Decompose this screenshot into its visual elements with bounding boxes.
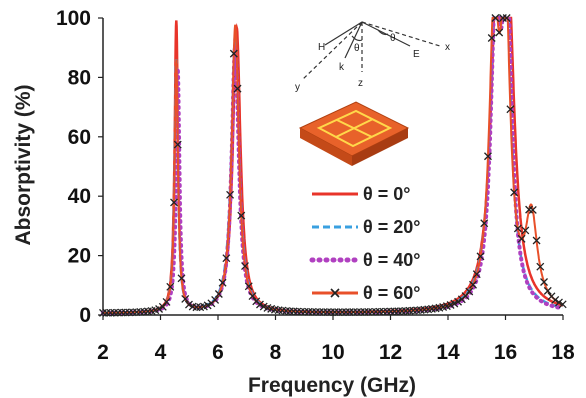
h-vector	[324, 21, 363, 46]
cross-marker	[491, 14, 500, 22]
series-line	[103, 17, 564, 314]
x-tick-label: 16	[494, 341, 517, 364]
cross-marker	[472, 270, 481, 279]
cross-marker	[469, 280, 477, 289]
cross-marker	[244, 282, 253, 291]
incidence-labels: H k z y θ θ E x	[295, 33, 450, 93]
x-tick-label: 14	[436, 341, 460, 364]
x-tick-label: 6	[212, 341, 224, 364]
legend-label: θ = 40°	[363, 250, 420, 270]
cross-marker	[543, 286, 552, 295]
cross-marker	[502, 14, 511, 22]
incidence-diagram	[301, 21, 441, 81]
legend: θ = 0° θ = 20° θ = 40° θ = 60°	[309, 184, 420, 303]
cross-marker	[532, 236, 541, 245]
cross-marker	[155, 305, 164, 313]
cross-marker	[222, 254, 231, 263]
cross-marker	[484, 152, 492, 161]
legend-cross-marker	[330, 288, 340, 298]
x-axis-title: Frequency (GHz)	[248, 374, 416, 397]
unit-cell-illustration	[298, 101, 410, 166]
y-tick-label: 20	[68, 245, 91, 268]
cross-marker	[233, 84, 242, 93]
y-label: y	[295, 82, 300, 93]
cross-marker	[218, 278, 227, 287]
cross-marker	[203, 301, 212, 310]
k-label: k	[339, 62, 345, 73]
cross-marker	[521, 226, 530, 235]
x-label: x	[445, 42, 450, 53]
x-axis-line	[361, 21, 441, 47]
series-curves	[99, 14, 567, 317]
theta-label-2: θ	[390, 33, 396, 44]
cross-marker	[214, 290, 223, 298]
cross-marker	[558, 300, 567, 309]
x-tick-label: 8	[270, 341, 282, 364]
cross-marker	[528, 205, 537, 214]
cross-marker	[248, 292, 257, 300]
cross-marker	[162, 297, 171, 306]
cross-marker	[181, 294, 190, 303]
cross-marker	[480, 219, 489, 228]
cross-marker	[517, 234, 526, 243]
cross-marker	[476, 252, 485, 261]
cross-marker	[226, 190, 235, 199]
cross-marker	[338, 308, 347, 317]
cross-marker	[536, 262, 545, 271]
y-axis-title: Absorptivity (%)	[12, 84, 35, 245]
cross-marker	[330, 308, 339, 317]
cross-marker	[487, 34, 496, 42]
x-tick-label: 2	[97, 341, 109, 364]
cross-marker	[540, 278, 548, 286]
axis-ticks: 2 4 6 8 10 12 14 16 18 0 20 40 60 80 100	[56, 7, 575, 364]
legend-label: θ = 20°	[363, 217, 420, 237]
cross-marker	[256, 300, 264, 309]
y-tick-label: 40	[68, 185, 91, 208]
legend-label: θ = 0°	[363, 184, 410, 204]
k-vector	[344, 21, 363, 59]
y-axis-line	[301, 21, 363, 81]
cross-marker	[177, 274, 186, 283]
legend-label: θ = 60°	[363, 283, 420, 303]
x-tick-label: 10	[321, 341, 344, 364]
cross-marker	[551, 295, 560, 304]
y-tick-label: 60	[68, 126, 91, 149]
cross-marker	[229, 49, 238, 58]
cross-marker	[166, 282, 175, 291]
x-tick-label: 12	[379, 341, 402, 364]
cross-marker	[185, 300, 193, 309]
cross-marker	[170, 198, 178, 207]
cross-marker	[158, 302, 167, 311]
x-tick-label: 4	[155, 341, 167, 364]
cross-marker	[506, 105, 515, 114]
cross-marker	[454, 297, 463, 306]
theta-arc-2	[377, 29, 389, 36]
h-label: H	[318, 42, 325, 53]
cross-marker	[241, 262, 249, 270]
theta-arc-1	[351, 35, 363, 42]
y-tick-label: 80	[68, 66, 91, 89]
cross-marker	[495, 28, 504, 37]
series-markers	[99, 14, 567, 317]
y-tick-label: 100	[56, 7, 91, 30]
theta-label-1: θ	[354, 43, 360, 54]
cross-marker	[237, 211, 246, 220]
y-tick-label: 0	[79, 304, 91, 327]
z-label: z	[358, 78, 363, 89]
cross-marker	[465, 287, 474, 296]
cross-marker	[513, 224, 522, 233]
x-tick-label: 18	[551, 341, 575, 364]
cross-marker	[173, 140, 182, 149]
e-label: E	[413, 49, 420, 60]
cross-marker	[498, 14, 507, 22]
cross-marker	[510, 188, 519, 197]
cross-marker	[211, 295, 220, 304]
cross-marker	[334, 308, 343, 317]
